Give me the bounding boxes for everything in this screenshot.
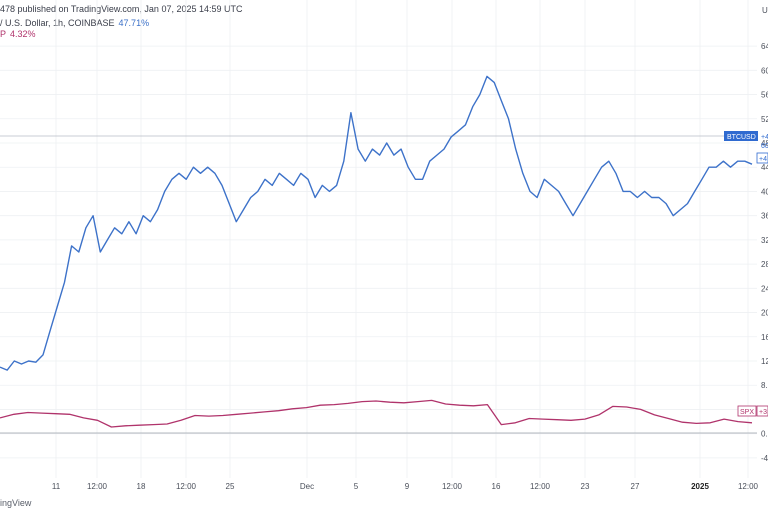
legend-btcusd-value: 47.71% xyxy=(118,18,150,28)
publish-info: 478 published on TradingView.com, Jan 07… xyxy=(0,4,243,14)
btcusd-flag-box xyxy=(724,131,758,141)
y-tick-label: 20 xyxy=(761,309,768,318)
y-tick-label: 44 xyxy=(761,163,768,172)
x-tick-label: 5 xyxy=(354,482,359,491)
tradingview-brand: ingView xyxy=(0,498,32,508)
legend-btcusd[interactable]: / U.S. Dollar, 1h, COINBASE 47.71% xyxy=(0,18,149,28)
x-tick-label: 2025 xyxy=(691,482,709,491)
series-line-btcusd[interactable] xyxy=(0,75,753,371)
x-tick-label: 18 xyxy=(137,482,146,491)
y-tick-label: 12 xyxy=(761,357,768,366)
x-tick-label: 12:00 xyxy=(738,482,759,491)
btcusd-flag-value: +4 xyxy=(761,134,768,141)
spx-flag-box xyxy=(737,405,757,417)
btcusd-flag-label: BTCUSD xyxy=(727,134,756,141)
x-tick-label: 12:00 xyxy=(176,482,197,491)
y-tick-label: 28 xyxy=(761,260,768,269)
x-tick-label: 12:00 xyxy=(87,482,108,491)
spx-flag-value: +3 xyxy=(759,409,767,416)
x-tick-label: 9 xyxy=(405,482,410,491)
y-tick-label: 36 xyxy=(761,212,768,221)
y-tick-label: 60 xyxy=(761,66,768,75)
y-tick-label: 32 xyxy=(761,236,768,245)
y-tick-label: 0. xyxy=(761,430,768,439)
x-tick-label: 23 xyxy=(581,482,590,491)
btcusd-price-flag[interactable]: BTCUSD +4 60 +4 xyxy=(724,131,768,164)
spx-price-flag[interactable]: SPX +3 xyxy=(737,405,768,417)
x-tick-label: 16 xyxy=(492,482,501,491)
btcusd-flag-value-3: +4 xyxy=(759,156,767,163)
y-tick-label: -4 xyxy=(761,454,768,463)
x-tick-label: 25 xyxy=(226,482,235,491)
y-tick-label: 16 xyxy=(761,333,768,342)
spx-flag-label: SPX xyxy=(740,409,754,416)
gridlines xyxy=(0,0,757,478)
x-tick-label: Dec xyxy=(300,482,314,491)
x-tick-label: 27 xyxy=(631,482,640,491)
legend-spx-label: P xyxy=(0,29,7,39)
y-tick-label: 48 xyxy=(761,139,768,148)
x-tick-label: 12:00 xyxy=(442,482,463,491)
y-tick-label: 40 xyxy=(761,187,768,196)
series-line-spx[interactable] xyxy=(0,399,753,428)
right-axis-unit: U xyxy=(762,6,768,15)
btcusd-flag-box-2 xyxy=(756,152,768,164)
spx-flag-box-2 xyxy=(756,405,768,417)
y-tick-label: 64 xyxy=(761,42,768,51)
x-axis: 11 12:00 18 12:00 25 Dec 5 9 12:00 16 12:00 23 27 202… xyxy=(52,482,759,491)
y-tick-label: 52 xyxy=(761,115,768,124)
legend-spx-value: 4.32% xyxy=(10,29,36,39)
y-tick-label: 56 xyxy=(761,91,768,100)
legend-btcusd-label: / U.S. Dollar, 1h, COINBASE xyxy=(0,18,115,28)
series-layer xyxy=(0,75,753,428)
y-tick-label: 8. xyxy=(761,381,768,390)
y-tick-label: 24 xyxy=(761,284,768,293)
x-tick-label: 11 xyxy=(52,482,61,491)
btcusd-flag-value-2: 60 xyxy=(761,143,768,150)
legend-spx[interactable]: P 4.32% xyxy=(0,29,36,39)
x-tick-label: 12:00 xyxy=(530,482,551,491)
